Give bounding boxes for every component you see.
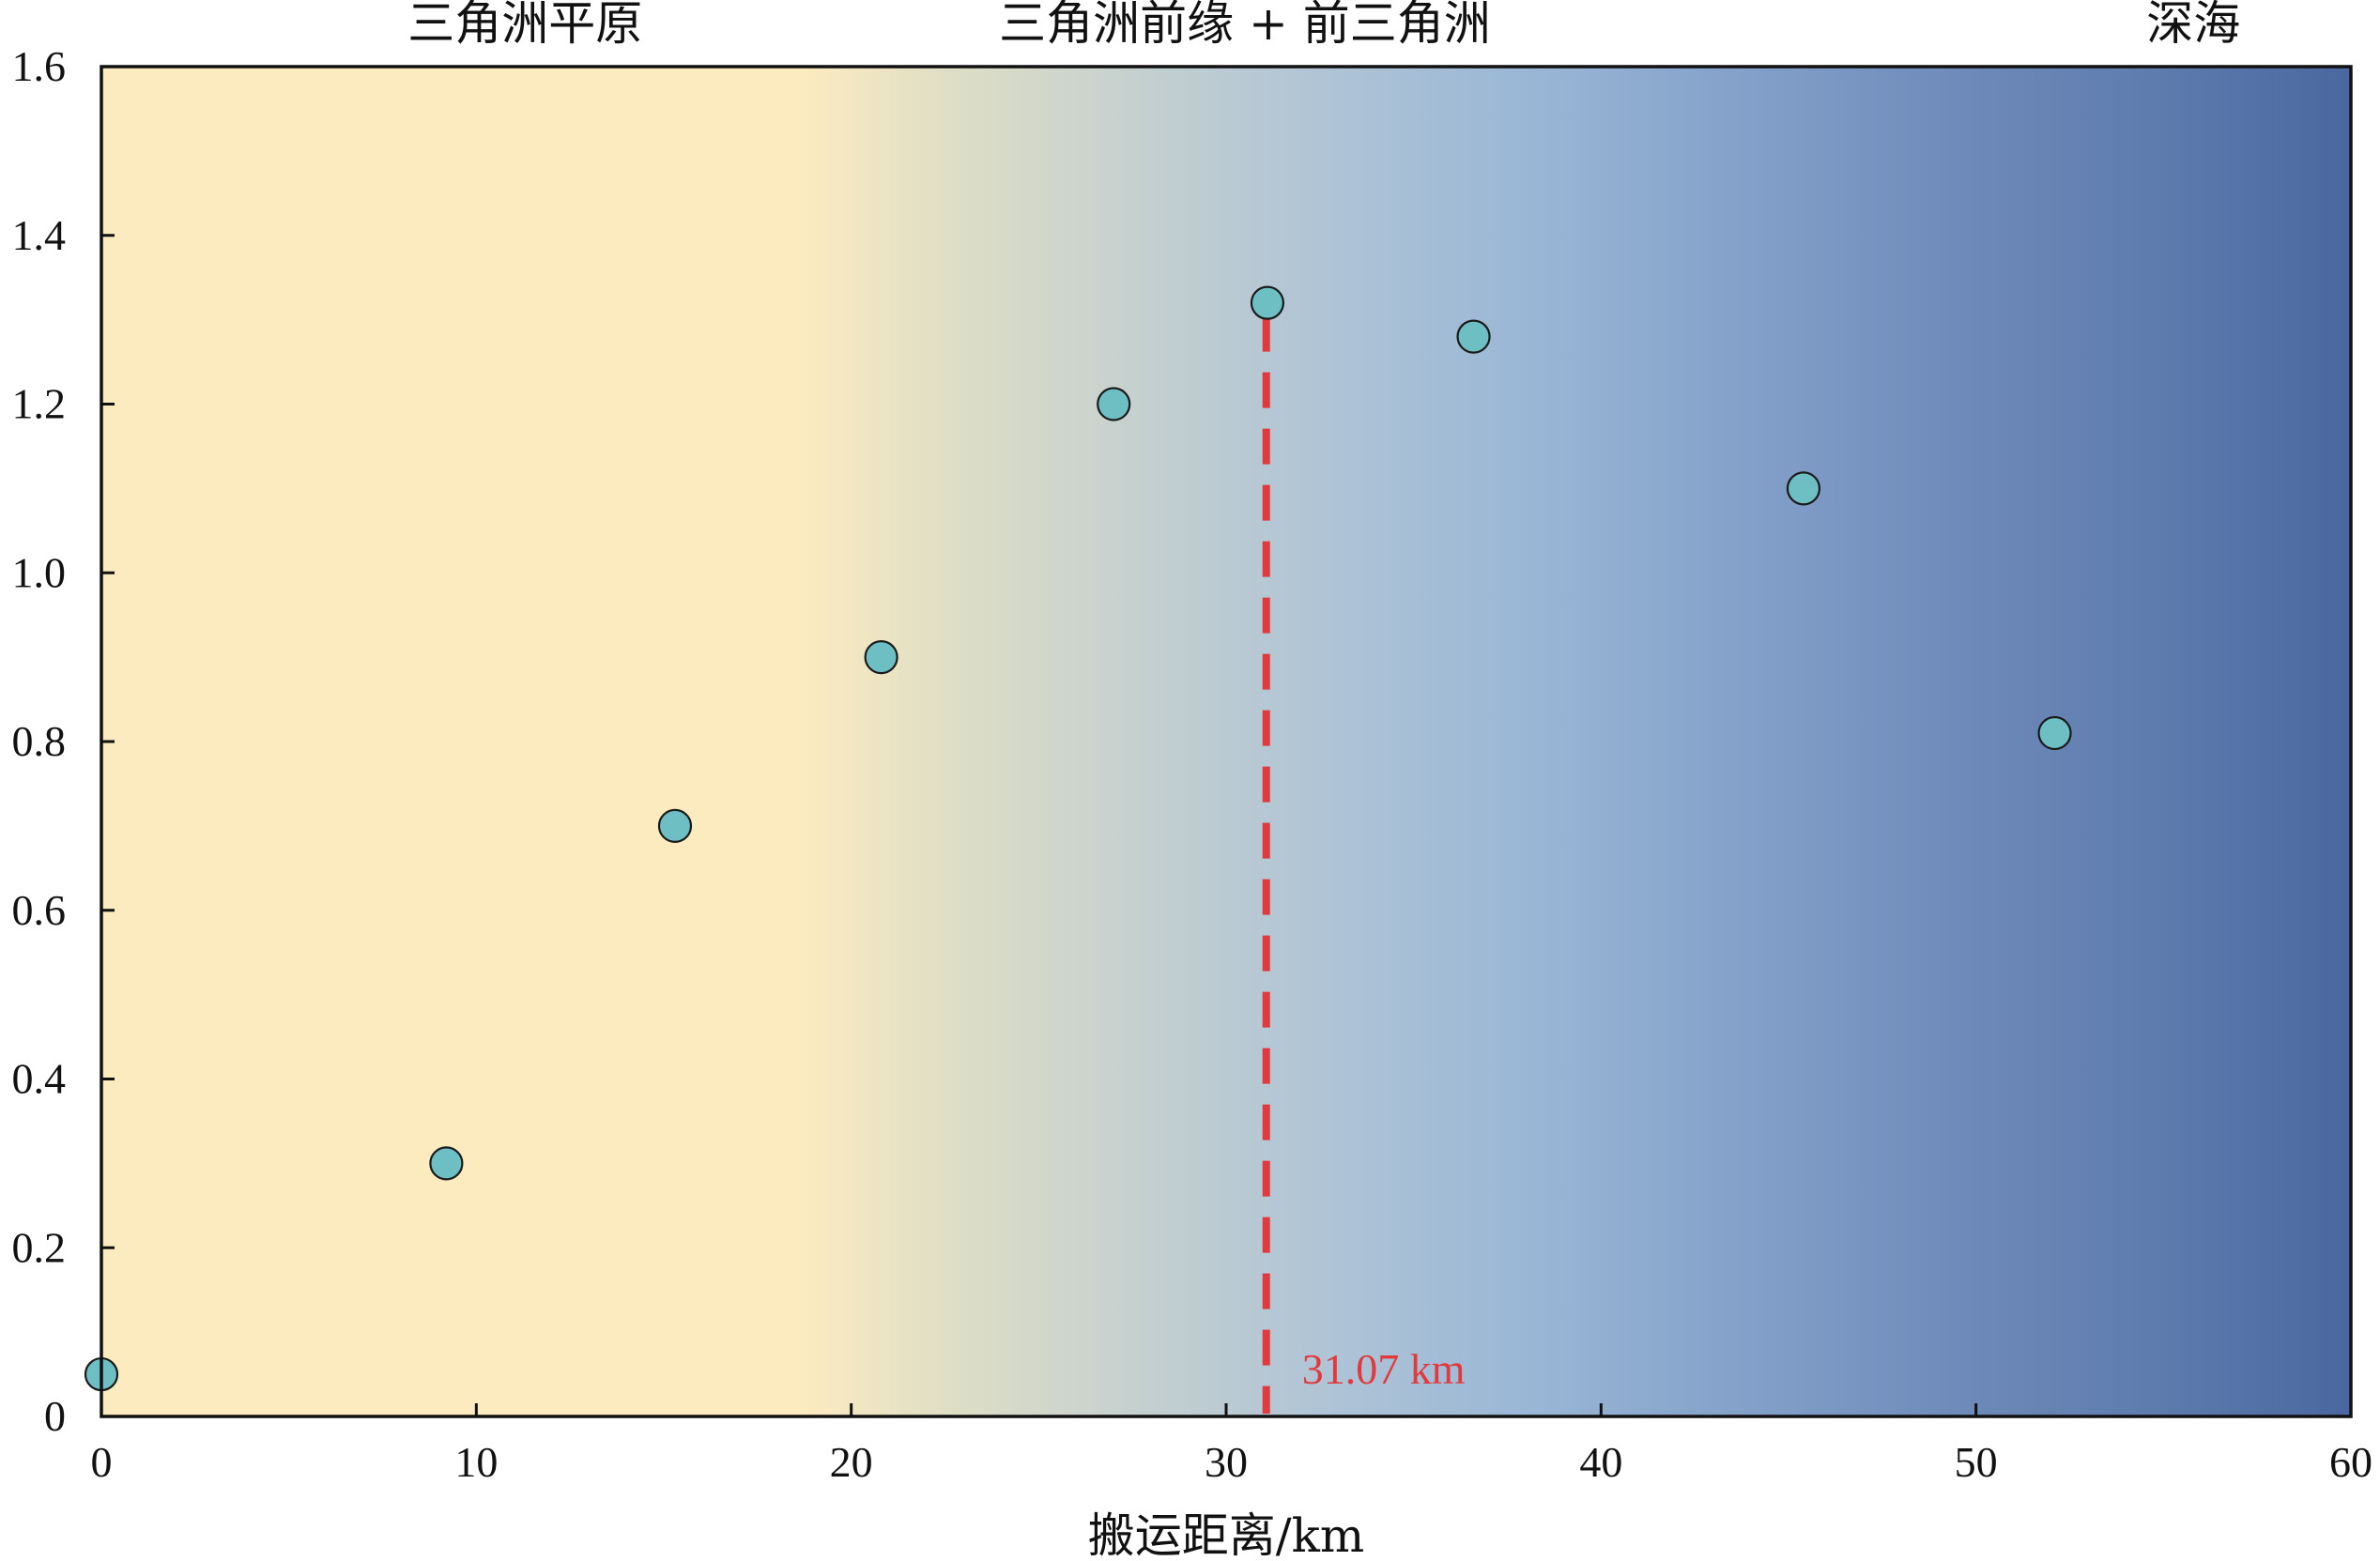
data-points: [84, 285, 2072, 1392]
data-point: [864, 640, 898, 675]
y-tick-label: 1.6: [12, 42, 67, 90]
zone-label-1: 三角洲平原: [407, 0, 642, 51]
x-tick-label: 50: [1955, 1438, 1998, 1486]
plot-frame: [100, 65, 2353, 1418]
y-tick-label: 0.2: [12, 1223, 67, 1271]
x-tick-label: 0: [91, 1438, 113, 1486]
zone-labels: 三角洲平原 三角洲前缘 + 前三角洲 深海: [407, 0, 2240, 51]
plot-border: [100, 65, 2353, 1418]
gradient-fill: [101, 67, 2351, 1416]
threshold-group: 31.07 km: [1262, 315, 1466, 1414]
x-tick-label: 20: [830, 1438, 873, 1486]
data-point: [1250, 285, 1285, 320]
x-tick-label: 40: [1579, 1438, 1622, 1486]
data-point: [1097, 387, 1131, 421]
x-axis-title: 搬运距离/km: [1088, 1508, 1365, 1561]
data-point: [1786, 471, 1821, 506]
threshold-label: 31.07 km: [1302, 1345, 1466, 1393]
data-point: [657, 808, 693, 843]
plot-background: [101, 67, 2351, 1416]
x-tick-label: 10: [454, 1438, 498, 1486]
y-tick-label: 0.4: [12, 1055, 67, 1103]
x-axis-ticks: 0 10 20 30 40 50 60: [91, 1403, 2372, 1486]
y-tick-label: 1.2: [12, 380, 67, 428]
data-point: [1456, 319, 1491, 354]
x-tick-label: 30: [1205, 1438, 1248, 1486]
data-point: [429, 1146, 464, 1181]
y-tick-label: 1.0: [12, 548, 67, 596]
y-tick-label: 0.6: [12, 886, 67, 934]
y-axis-ticks: 0 0.2 0.4 0.6 0.8 1.0 1.2 1.4 1.6: [12, 42, 115, 1440]
zone-label-2: 三角洲前缘 + 前三角洲: [999, 0, 1491, 51]
y-tick-label: 0: [44, 1392, 66, 1440]
y-tick-label: 1.4: [12, 211, 67, 259]
data-point: [2037, 715, 2072, 751]
zone-label-3: 深海: [2146, 0, 2240, 51]
x-tick-label: 60: [2329, 1438, 2372, 1486]
y-tick-label: 0.8: [12, 717, 67, 765]
